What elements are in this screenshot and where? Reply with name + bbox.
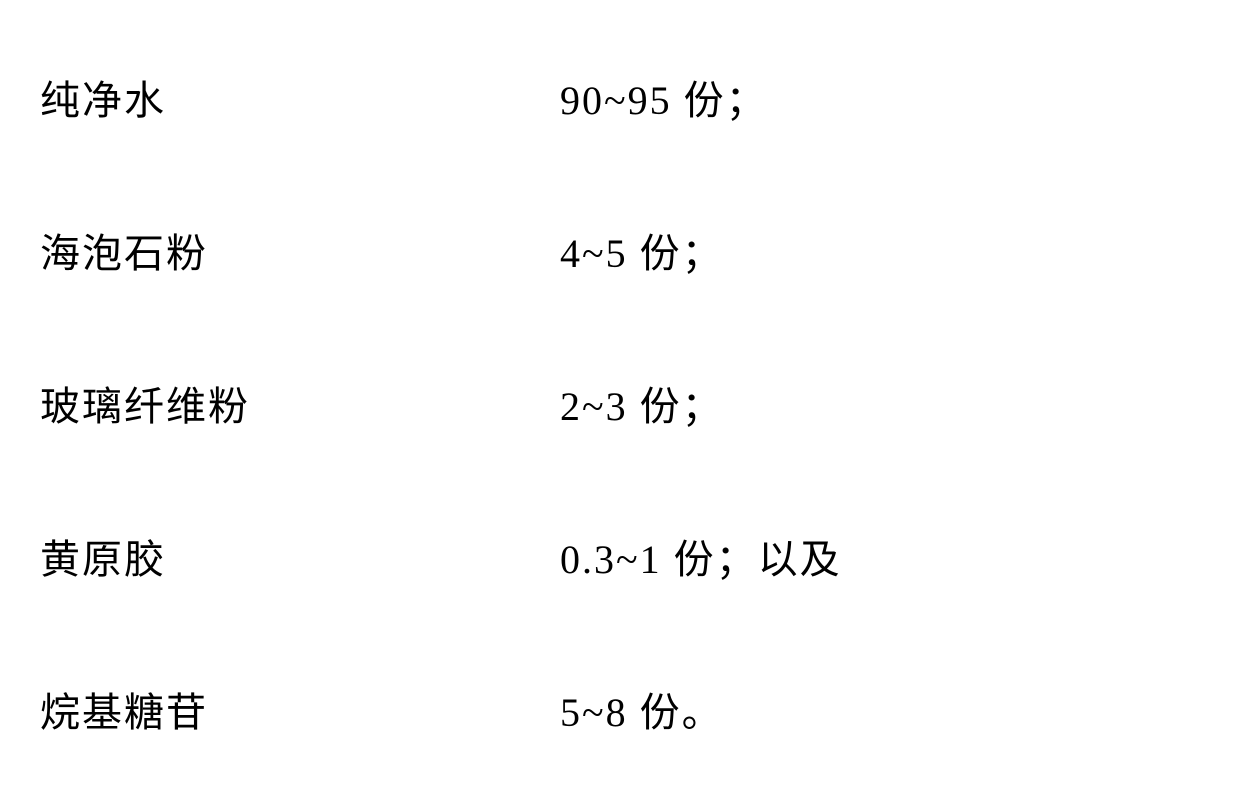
ingredient-row: 烷基糖苷 5~8 份。: [40, 680, 1200, 738]
ingredient-amount: 4~5 份；: [560, 221, 724, 279]
ingredient-amount: 0.3~1 份；以及: [560, 527, 842, 585]
ingredient-amount: 5~8 份。: [560, 680, 724, 738]
ingredient-name: 黄原胶: [40, 527, 560, 585]
ingredient-row: 海泡石粉 4~5 份；: [40, 221, 1200, 279]
ingredient-amount: 2~3 份；: [560, 374, 724, 432]
ingredient-row: 玻璃纤维粉 2~3 份；: [40, 374, 1200, 432]
ingredient-name: 海泡石粉: [40, 221, 560, 279]
ingredient-row: 纯净水 90~95 份；: [40, 68, 1200, 126]
ingredient-list: 纯净水 90~95 份； 海泡石粉 4~5 份； 玻璃纤维粉 2~3 份； 黄原…: [40, 20, 1200, 786]
ingredient-row: 黄原胶 0.3~1 份；以及: [40, 527, 1200, 585]
ingredient-name: 玻璃纤维粉: [40, 374, 560, 432]
ingredient-name: 纯净水: [40, 68, 560, 126]
ingredient-amount: 90~95 份；: [560, 68, 768, 126]
ingredient-name: 烷基糖苷: [40, 680, 560, 738]
